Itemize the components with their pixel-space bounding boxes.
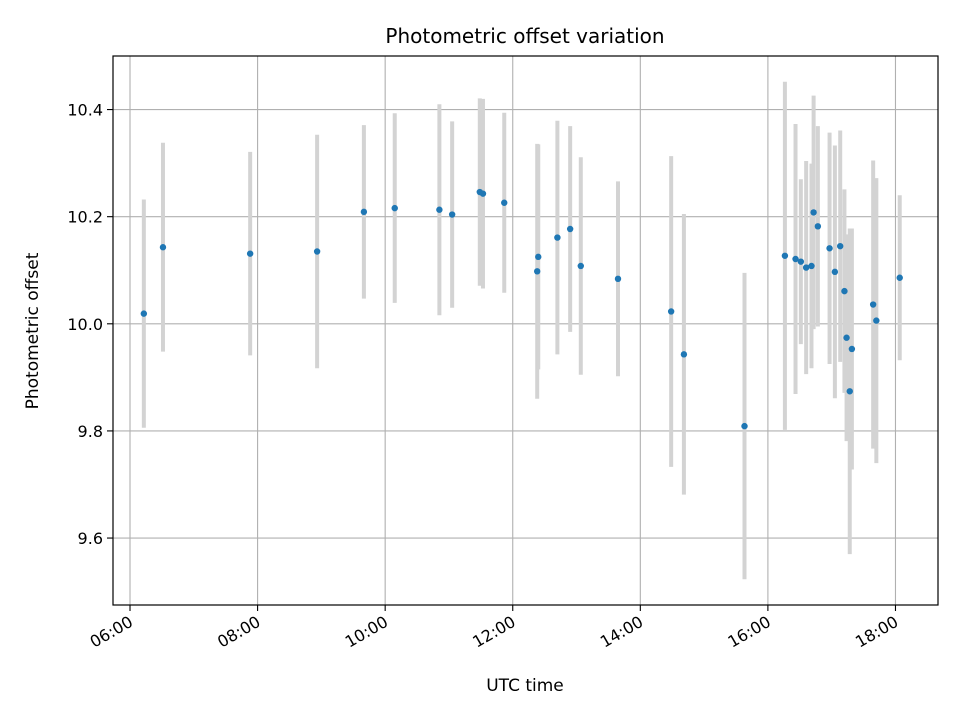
data-point [831,268,839,276]
data-point [797,258,805,265]
data-point [391,204,398,212]
y-tick-label: 10.4 [67,101,103,120]
data-points [140,188,903,430]
data-point [841,287,848,295]
data-point [159,244,167,251]
data-point [577,262,584,270]
data-point [614,275,622,283]
data-point [140,310,148,317]
data-point [792,255,799,263]
data-point [566,225,574,233]
y-tick-label: 9.6 [78,529,103,548]
data-point [781,252,789,259]
data-point [246,250,254,257]
data-point [360,208,368,216]
y-tick-label: 10.2 [67,208,103,227]
y-tick-label: 10.0 [67,315,103,334]
data-point [554,234,561,241]
data-point [680,351,688,358]
data-point [836,242,844,250]
data-point [896,274,903,281]
y-tick-label: 9.8 [78,422,103,441]
data-point [808,262,815,270]
data-point [313,248,321,255]
data-point [501,199,508,206]
chart-title: Photometric offset variation [385,24,664,48]
data-point [802,264,810,271]
data-point [810,209,817,216]
data-point [873,317,880,324]
data-point [869,301,877,308]
data-point [843,334,850,341]
data-point [848,345,856,353]
data-point [479,190,487,197]
data-point [741,422,748,430]
data-point [846,388,853,395]
x-axis-label: UTC time [486,676,564,696]
data-point [535,253,542,261]
data-point [826,245,833,252]
data-point [448,211,456,218]
data-point [533,268,541,275]
plot-frame [112,55,939,606]
y-axis: 9.6 9.8 10.0 10.2 10.4 [67,101,113,548]
data-point [436,206,443,213]
data-point [814,223,822,230]
y-axis-label: Photometric offset [23,252,43,409]
data-point [667,308,675,315]
